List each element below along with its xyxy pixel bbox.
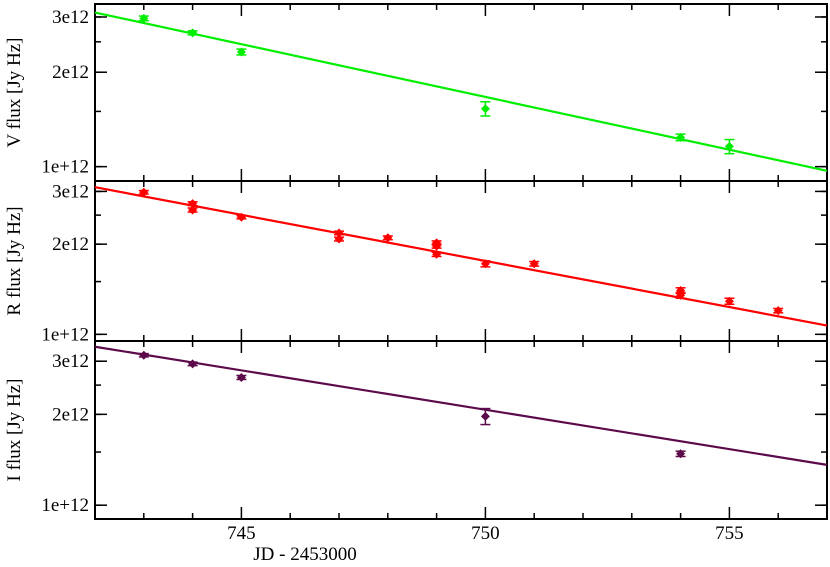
y-tick-label: 3e12 bbox=[52, 7, 89, 28]
data-point bbox=[431, 241, 442, 251]
diamond-marker bbox=[236, 212, 246, 222]
panel-r: 1e+12 2e12 3e12 R flux [Jy Hz] bbox=[4, 180, 828, 345]
data-point bbox=[382, 233, 393, 243]
diamond-marker bbox=[432, 241, 442, 251]
data-point bbox=[187, 359, 198, 369]
data-point bbox=[138, 187, 149, 197]
diamond-marker bbox=[480, 411, 490, 421]
x-tick-label: 755 bbox=[715, 523, 744, 544]
y-axis-label: V flux [Jy Hz] bbox=[4, 38, 25, 148]
y-tick-label: 3e12 bbox=[52, 351, 89, 372]
diamond-marker bbox=[139, 187, 149, 197]
data-point bbox=[236, 212, 247, 222]
data-point bbox=[480, 101, 491, 117]
data-point bbox=[773, 306, 784, 316]
data-point bbox=[236, 372, 247, 382]
diamond-marker bbox=[236, 372, 246, 382]
data-point bbox=[187, 28, 198, 38]
diamond-marker bbox=[480, 104, 490, 114]
y-tick-label: 1e+12 bbox=[41, 157, 89, 178]
diamond-marker bbox=[724, 296, 734, 306]
diamond-marker bbox=[188, 359, 198, 369]
data-point bbox=[675, 290, 686, 300]
diamond-marker bbox=[480, 259, 490, 269]
y-tick-label: 1e+12 bbox=[41, 495, 89, 516]
data-point bbox=[724, 296, 735, 306]
panel-frame bbox=[94, 180, 828, 342]
x-axis-label: JD - 2453000 bbox=[253, 544, 356, 565]
diamond-marker bbox=[334, 234, 344, 244]
fit-line bbox=[94, 186, 828, 327]
diamond-marker bbox=[676, 132, 686, 142]
y-tick-label: 2e12 bbox=[52, 404, 89, 425]
data-point bbox=[236, 47, 247, 57]
data-point bbox=[675, 132, 686, 142]
data-point bbox=[480, 407, 491, 426]
x-tick-label: 750 bbox=[471, 523, 500, 544]
diamond-marker bbox=[773, 306, 783, 316]
panel-i: 1e+12 2e12 3e12 I flux [Jy Hz] 745 750 755 bbox=[4, 340, 828, 544]
data-point bbox=[138, 13, 149, 23]
diamond-marker bbox=[188, 28, 198, 38]
y-tick-label: 2e12 bbox=[52, 234, 89, 255]
diamond-marker bbox=[432, 249, 442, 259]
x-tick-label: 745 bbox=[227, 523, 256, 544]
diamond-marker bbox=[188, 205, 198, 215]
data-point bbox=[187, 205, 198, 215]
diamond-marker bbox=[676, 290, 686, 300]
diamond-marker bbox=[188, 199, 198, 209]
diamond-marker bbox=[334, 228, 344, 238]
chart-panels: 1e+12 2e12 3e12 V flux [Jy Hz] 1e+12 2e12 3e12… bbox=[4, 3, 828, 544]
y-tick-label: 2e12 bbox=[52, 62, 89, 83]
diamond-marker bbox=[236, 47, 246, 57]
diamond-marker bbox=[529, 259, 539, 269]
data-point bbox=[431, 249, 442, 259]
y-tick-label: 3e12 bbox=[52, 181, 89, 202]
panel-v: 1e+12 2e12 3e12 V flux [Jy Hz] bbox=[4, 3, 828, 182]
panel-frame bbox=[94, 340, 828, 520]
data-point bbox=[724, 138, 735, 155]
data-point bbox=[334, 234, 344, 244]
data-point bbox=[529, 259, 540, 269]
data-point bbox=[138, 350, 149, 360]
y-axis-label: R flux [Jy Hz] bbox=[4, 206, 25, 315]
data-point bbox=[480, 259, 491, 269]
diamond-marker bbox=[676, 449, 686, 459]
diamond-marker bbox=[139, 13, 149, 23]
y-axis-label: I flux [Jy Hz] bbox=[4, 379, 25, 482]
diamond-marker bbox=[139, 350, 149, 360]
fit-line bbox=[94, 11, 828, 172]
fit-line bbox=[94, 345, 828, 466]
diamond-marker bbox=[724, 141, 734, 151]
data-point bbox=[675, 449, 686, 459]
diamond-marker bbox=[383, 233, 393, 243]
y-tick-label: 1e+12 bbox=[41, 324, 89, 345]
